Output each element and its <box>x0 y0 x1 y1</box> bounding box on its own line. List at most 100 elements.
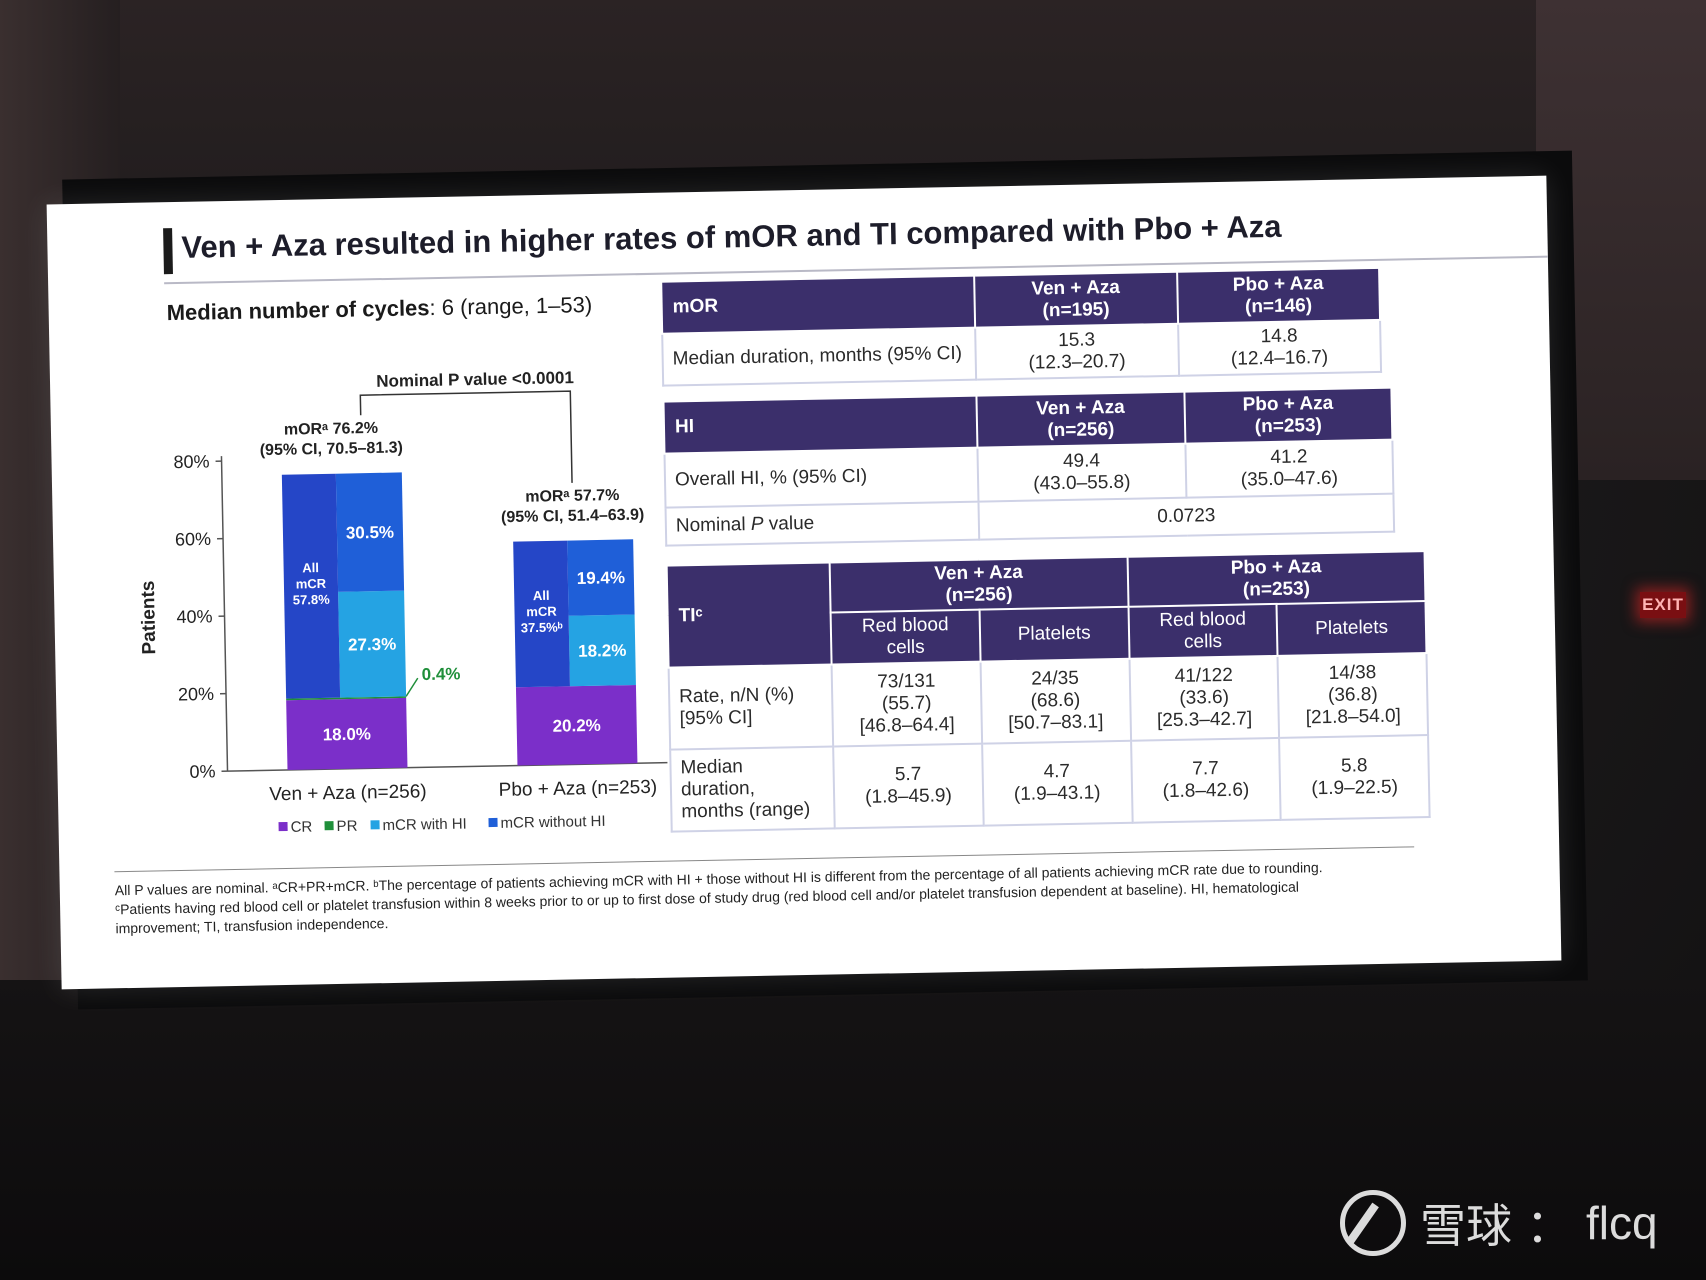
hi-overall-label: Overall HI, % (95% CI) <box>664 447 979 508</box>
legend-label: CR <box>290 818 312 835</box>
bar-segment-all-mcr <box>513 540 570 688</box>
ti-rate-ven-plt: 24/35 (68.6) [50.7–83.1] <box>980 658 1131 744</box>
bar-segment-pr <box>286 696 407 701</box>
bar-segment-cr <box>515 684 638 766</box>
ti-rate-ven-plt-ci: [50.7–83.1] <box>1008 711 1104 735</box>
ti-rate-ven-rbc-pct: (55.7) <box>881 692 932 715</box>
mor-annotation-pbo: (95% CI, 51.4–63.9) <box>501 506 645 526</box>
median-cycles: Median number of cycles: 6 (range, 1–53) <box>166 292 592 326</box>
ti-rate-pbo-rbc-n: 41/122 <box>1174 664 1233 687</box>
bar-segment-cr <box>286 697 408 770</box>
xueqiu-logo-icon <box>1340 1190 1406 1256</box>
all-mcr-label: mCR <box>526 604 557 620</box>
ti-group-pbo: Pbo + Aza (n=253) <box>1127 551 1426 607</box>
ti-rate-ven-plt-pct: (68.6) <box>1030 689 1081 712</box>
hi-header-label: HI <box>663 395 978 454</box>
legend-label: mCR without HI <box>500 813 605 832</box>
ti-dur-ven-plt-med: 4.7 <box>1043 760 1071 783</box>
ti-rate-pbo-plt-ci: [21.8–54.0] <box>1305 705 1402 729</box>
ti-rate-ven-rbc-ci: [46.8–64.4] <box>859 714 955 737</box>
presentation-slide: Ven + Aza resulted in higher rates of mO… <box>46 175 1562 990</box>
mor-ven-value: 15.3 (12.3–20.7) <box>975 323 1179 380</box>
ti-rate-ven-plt-n: 24/35 <box>1031 667 1079 690</box>
y-tick-label: 80% <box>173 451 209 472</box>
ti-corner: TIᶜ <box>666 562 832 668</box>
median-cycles-label: Median number of cycles <box>166 295 430 326</box>
hi-pbo-ci: (35.0–47.6) <box>1240 467 1339 491</box>
y-tick-label: 60% <box>175 529 211 550</box>
ti-rate-ven-rbc-n: 73/131 <box>877 670 936 693</box>
ti-rate-label: Rate, n/N (%) [95% CI] <box>668 664 834 750</box>
ti-dur-ven-rbc: 5.7 (1.8–45.9) <box>833 743 984 829</box>
ti-group-ven: Ven + Aza (n=256) <box>829 556 1129 613</box>
mor-table: mOR Ven + Aza (n=195) Pbo + Aza (n=146) Me… <box>660 267 1382 387</box>
ti-rate-pbo-rbc-ci: [25.3–42.7] <box>1156 708 1253 732</box>
legend-label: PR <box>336 818 357 835</box>
hi-header-ven-n: (n=256) <box>1047 419 1115 442</box>
ti-sub-pbo-rbc: Red blood cells <box>1128 603 1278 659</box>
hi-ven-ci: (43.0–55.8) <box>1033 471 1131 495</box>
mor-pbo-ci: (12.4–16.7) <box>1230 346 1329 370</box>
ti-dur-ven-rbc-med: 5.7 <box>894 763 922 786</box>
ti-sub-ven-rbc-a: Red blood <box>861 614 949 637</box>
ti-dur-ven-plt-range: (1.9–43.1) <box>1013 782 1101 806</box>
watermark: 雪球 ： flcq <box>1340 1190 1658 1256</box>
ti-rate-pbo-rbc-pct: (33.6) <box>1179 686 1230 709</box>
ti-rate-pbo-plt: 14/38 (36.8) [21.8–54.0] <box>1277 653 1429 738</box>
bar-segment-mcr-without-hi <box>567 539 635 616</box>
p-value-label: Nominal P value <0.0001 <box>376 368 574 391</box>
mor-header-ven-n: (n=195) <box>1042 299 1110 322</box>
hi-pvalue-label-p: P <box>750 513 764 536</box>
legend-swatch <box>278 821 288 832</box>
mor-annotation-ven: (95% CI, 70.5–81.3) <box>260 439 404 459</box>
ti-group-pbo-n: (n=253) <box>1242 578 1311 601</box>
title-accent-bar <box>163 228 173 275</box>
x-category-label: Ven + Aza (n=256) <box>269 781 427 805</box>
mor-ven-ci: (12.3–20.7) <box>1028 350 1126 374</box>
ti-dur-label-b: duration, <box>680 777 756 801</box>
mor-header-ven: Ven + Aza (n=195) <box>974 271 1178 328</box>
y-tick-label: 0% <box>189 761 215 781</box>
bar-segment-mcr-with-hi <box>568 614 636 687</box>
bar-segment-mcr-with-hi <box>338 590 407 698</box>
slide-title: Ven + Aza resulted in higher rates of mO… <box>181 208 1282 265</box>
median-cycles-value: : 6 (range, 1–53) <box>429 292 593 321</box>
all-mcr-label: All <box>302 560 319 575</box>
p-value-bracket <box>359 390 573 483</box>
watermark-user: flcq <box>1586 1197 1658 1249</box>
pr-leader-line <box>405 677 419 697</box>
mor-header-pbo: Pbo + Aza (n=146) <box>1176 267 1381 324</box>
ti-dur-pbo-rbc: 7.7 (1.8–42.6) <box>1130 737 1281 823</box>
hi-pvalue-label-a: Nominal <box>675 514 752 537</box>
ti-rate-pbo-plt-pct: (36.8) <box>1327 684 1378 706</box>
ti-sub-ven-rbc-b: cells <box>886 636 925 659</box>
ti-dur-pbo-rbc-range: (1.8–42.6) <box>1162 779 1250 803</box>
all-mcr-label: 37.5%ᵇ <box>521 620 563 636</box>
ceiling <box>0 0 1706 180</box>
ti-sub-pbo-plt: Platelets <box>1276 601 1427 656</box>
exit-sign: EXIT <box>1640 592 1686 618</box>
bar-data-label: 18.2% <box>578 641 627 661</box>
hi-ven-value: 49.4 (43.0–55.8) <box>977 443 1186 502</box>
ti-sub-ven-rbc: Red blood cells <box>830 609 981 665</box>
ti-group-ven-n: (n=256) <box>945 584 1013 607</box>
ti-sub-pbo-rbc-a: Red blood <box>1159 608 1247 632</box>
hi-header-ven: Ven + Aza (n=256) <box>976 391 1185 448</box>
ti-dur-ven-plt: 4.7 (1.9–43.1) <box>981 740 1133 826</box>
stacked-bar-chart: 0% 20% 40% 60% 80% Patients 18.0% 0.4% 27.3% 30.5… <box>138 368 668 836</box>
ti-sub-ven-plt: Platelets <box>979 606 1130 662</box>
bar-data-label: 27.3% <box>348 635 397 655</box>
hi-pvalue-label: Nominal P value <box>665 501 980 546</box>
hi-header-pbo-n: (n=253) <box>1254 415 1323 438</box>
ti-dur-pbo-plt-range: (1.9–22.5) <box>1311 776 1399 800</box>
ti-dur-pbo-plt-med: 5.8 <box>1340 755 1368 777</box>
ti-rate-pbo-rbc: 41/122 (33.6) [25.3–42.7] <box>1129 655 1280 741</box>
ti-dur-label-a: Median <box>680 756 744 779</box>
watermark-brand: 雪球 <box>1420 1200 1512 1252</box>
mor-header-pbo-n: (n=146) <box>1244 295 1313 318</box>
x-category-label: Pbo + Aza (n=253) <box>499 777 658 801</box>
mor-pbo-value: 14.8 (12.4–16.7) <box>1177 319 1382 376</box>
all-mcr-label: 57.8% <box>293 592 331 608</box>
ti-dur-pbo-rbc-med: 7.7 <box>1192 758 1219 780</box>
y-axis <box>220 456 229 772</box>
